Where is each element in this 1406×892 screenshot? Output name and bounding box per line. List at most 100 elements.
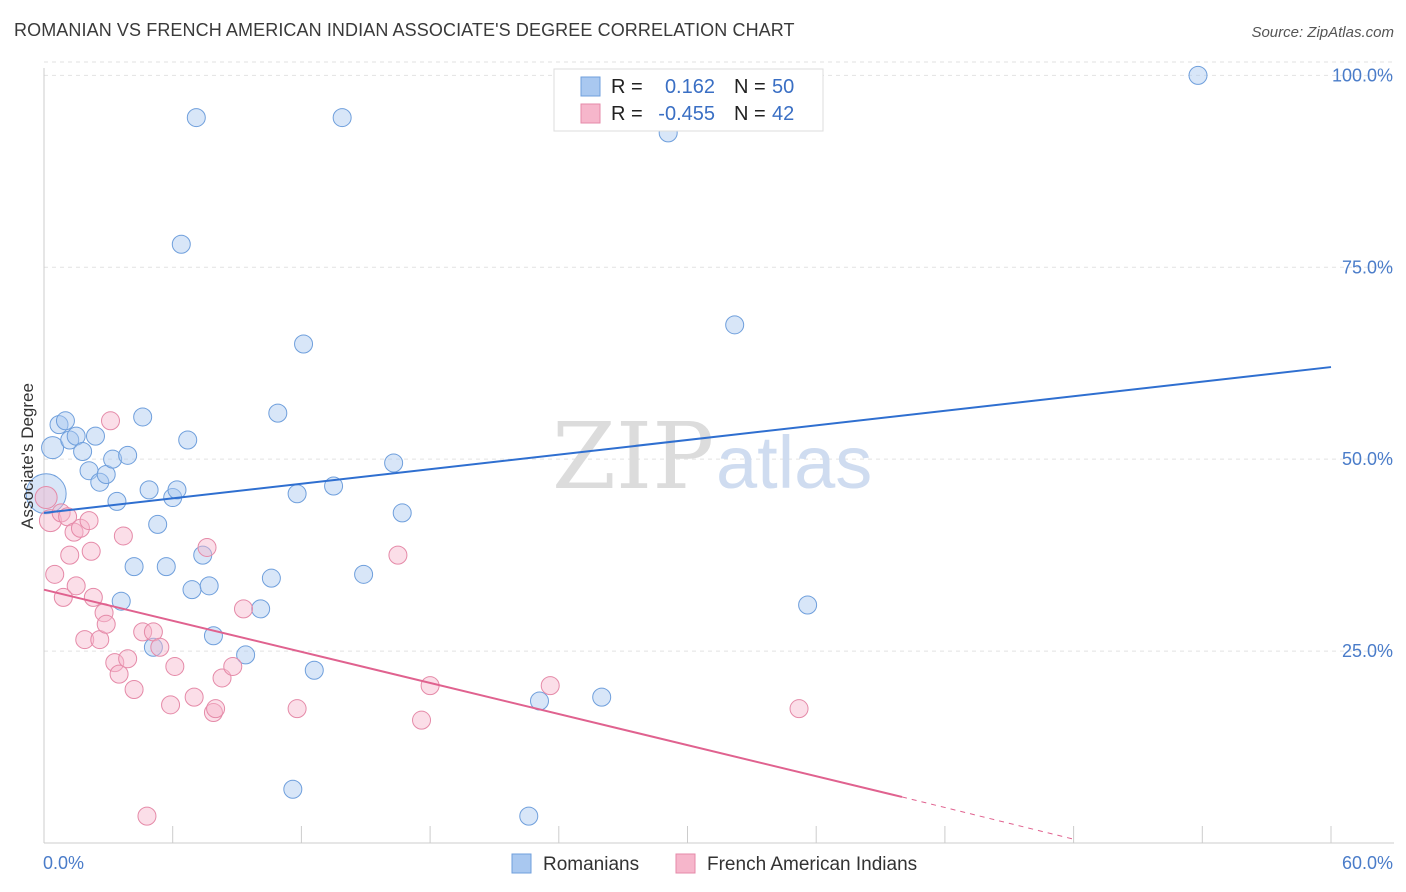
stats-pink-swatch	[580, 103, 601, 124]
point-romanians-18	[143, 637, 163, 657]
y-tick-label-75: 75.0%	[1342, 257, 1393, 277]
point-french-american-indians-24	[137, 806, 157, 826]
point-romanians-47	[725, 315, 745, 335]
point-french-american-indians-30	[197, 537, 217, 557]
y-tick-label-100: 100.0%	[1332, 65, 1393, 85]
point-romanians-16	[133, 407, 153, 427]
point-romanians-15	[124, 557, 144, 577]
legend: Romanians French American Indians	[511, 853, 917, 875]
point-romanians-41	[384, 453, 404, 473]
point-french-american-indians-32	[206, 699, 226, 719]
point-romanians-46	[592, 687, 612, 707]
point-french-american-indians-0	[34, 486, 58, 510]
stats-pink-n-value: 42	[772, 103, 794, 125]
point-romanians-34	[283, 779, 303, 799]
point-french-american-indians-39	[420, 676, 440, 696]
y-tick-label-50: 50.0%	[1342, 449, 1393, 469]
point-french-american-indians-40	[540, 676, 560, 696]
point-french-american-indians-38	[412, 710, 432, 730]
point-romanians-8	[85, 426, 105, 446]
point-french-american-indians-29	[184, 687, 204, 707]
x-tick-label-max: 60.0%	[1342, 853, 1393, 873]
stats-blue-n-label: N =	[734, 76, 766, 98]
point-french-american-indians-22	[124, 679, 144, 699]
point-romanians-17	[139, 480, 159, 500]
point-french-american-indians-17	[100, 411, 120, 431]
watermark-zip: ZIP	[552, 403, 714, 510]
point-french-american-indians-36	[287, 699, 307, 719]
point-romanians-31	[251, 599, 271, 619]
point-french-american-indians-37	[388, 545, 408, 565]
point-french-american-indians-18	[105, 653, 125, 673]
point-romanians-28	[199, 576, 219, 596]
point-romanians-22	[167, 480, 187, 500]
point-romanians-42	[392, 503, 412, 523]
stats-pink-n-label: N =	[734, 103, 766, 125]
point-romanians-43	[519, 806, 539, 826]
trend-line-french-american-indians-extension	[901, 796, 1074, 840]
stats-box: R = 0.162 N = 50 R = -0.455 N = 42	[553, 68, 824, 132]
point-french-american-indians-27	[161, 695, 181, 715]
point-romanians-0	[25, 473, 67, 515]
point-romanians-35	[287, 484, 307, 504]
chart-title: ROMANIAN VS FRENCH AMERICAN INDIAN ASSOC…	[14, 20, 795, 40]
grid-lines	[44, 61, 1394, 652]
point-french-american-indians-16	[96, 614, 116, 634]
point-french-american-indians-12	[81, 541, 101, 561]
y-tick-labels: 25.0% 50.0% 75.0% 100.0%	[1332, 65, 1393, 661]
point-romanians-39	[332, 108, 352, 128]
watermark-atlas: atlas	[716, 421, 872, 504]
stats-blue-swatch	[580, 76, 601, 97]
point-romanians-32	[261, 568, 281, 588]
point-romanians-25	[182, 580, 202, 600]
legend-french-american-indians-label: French American Indians	[707, 854, 917, 875]
point-french-american-indians-10	[75, 630, 95, 650]
point-romanians-33	[268, 403, 288, 423]
point-romanians-48	[798, 595, 818, 615]
point-romanians-37	[304, 660, 324, 680]
point-french-american-indians-26	[150, 637, 170, 657]
point-french-american-indians-1	[38, 509, 62, 533]
point-romanians-14	[118, 445, 138, 465]
point-romanians-23	[171, 234, 191, 254]
y-axis-title: Associate's Degree	[18, 383, 37, 529]
trend-lines	[43, 366, 1332, 840]
y-tick-label-25: 25.0%	[1342, 641, 1393, 661]
point-french-american-indians-28	[165, 656, 185, 676]
point-romanians-11	[103, 449, 123, 469]
legend-romanians-label: Romanians	[543, 854, 639, 875]
point-romanians-49	[1188, 65, 1208, 85]
point-romanians-20	[156, 557, 176, 577]
point-romanians-19	[148, 514, 168, 534]
point-french-american-indians-34	[223, 656, 243, 676]
point-french-american-indians-8	[66, 576, 86, 596]
point-romanians-36	[294, 334, 314, 354]
point-french-american-indians-21	[118, 649, 138, 669]
point-romanians-40	[354, 564, 374, 584]
point-french-american-indians-11	[79, 511, 99, 531]
trend-line-romanians	[43, 366, 1332, 514]
legend-romanians-swatch	[511, 853, 532, 874]
point-romanians-30	[236, 645, 256, 665]
point-french-american-indians-23	[133, 622, 153, 642]
point-french-american-indians-20	[113, 526, 133, 546]
point-french-american-indians-35	[233, 599, 253, 619]
stats-blue-r-label: R =	[611, 76, 643, 98]
x-tick-label-min: 0.0%	[43, 853, 84, 873]
trend-line-french-american-indians	[43, 588, 903, 798]
point-french-american-indians-41	[789, 699, 809, 719]
data-points	[25, 65, 1208, 826]
point-romanians-24	[178, 430, 198, 450]
legend-french-american-indians-swatch	[675, 853, 696, 874]
source-label: Source: ZipAtlas.com	[1251, 24, 1394, 41]
point-romanians-6	[73, 442, 93, 461]
point-romanians-13	[111, 591, 131, 611]
point-french-american-indians-2	[45, 564, 65, 584]
point-french-american-indians-19	[109, 664, 129, 684]
point-romanians-9	[90, 472, 110, 492]
stats-pink-r-label: R =	[611, 103, 643, 125]
stats-blue-r-value: 0.162	[665, 76, 715, 98]
point-romanians-1	[41, 436, 65, 460]
stats-pink-r-value: -0.455	[658, 103, 715, 125]
